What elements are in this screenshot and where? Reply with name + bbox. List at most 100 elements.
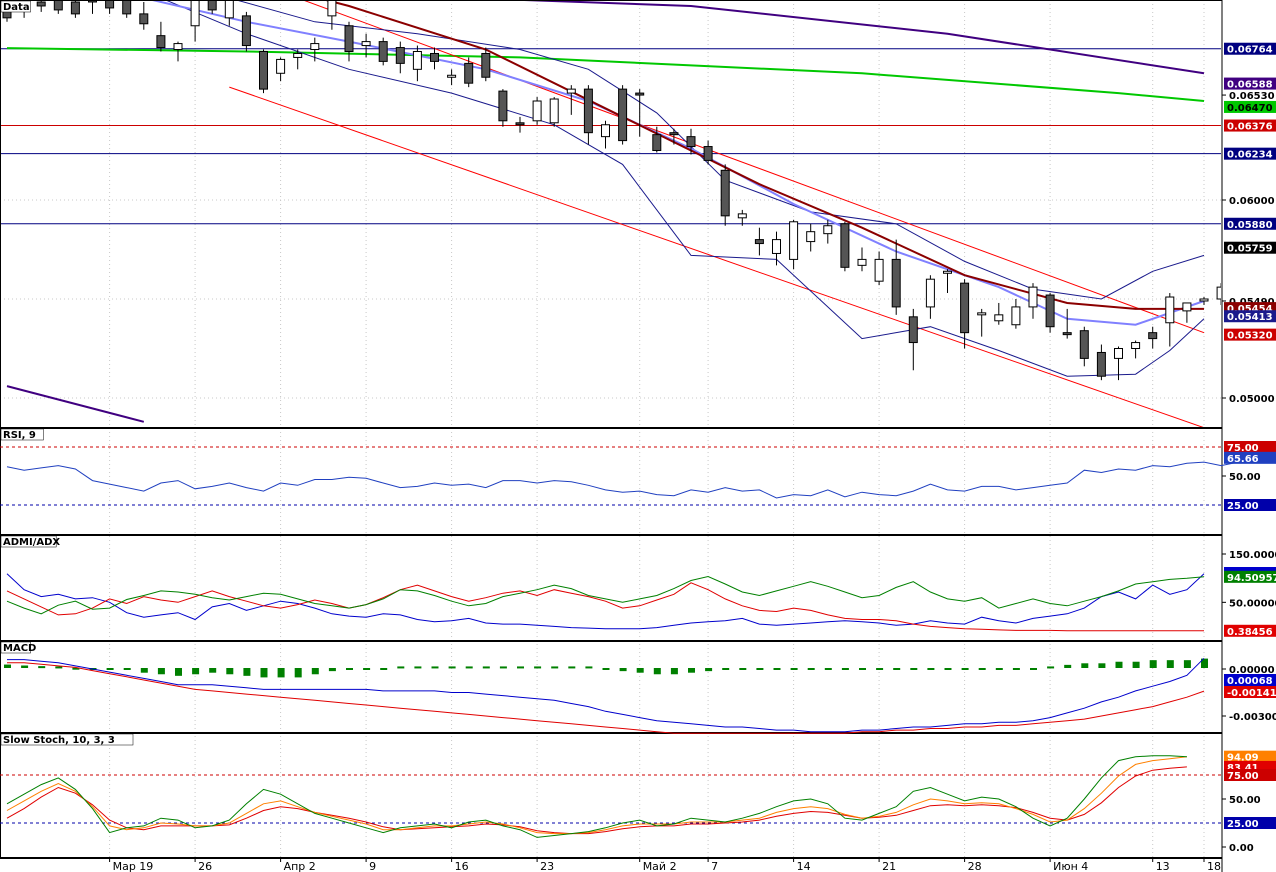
time-axis-label: Мар 19 — [113, 860, 154, 872]
candle-body — [105, 1, 115, 9]
macd-hist-bar — [722, 668, 730, 670]
candle — [549, 97, 559, 127]
candle-body — [1096, 351, 1106, 377]
candle-body — [618, 88, 628, 142]
candle — [789, 219, 799, 270]
dmi-tag-bg — [1224, 624, 1276, 637]
candle-body — [1165, 296, 1175, 324]
candle — [310, 37, 320, 62]
panel-frame-price — [0, 0, 1223, 428]
macd-hist-bar — [140, 668, 148, 673]
macd-hist-bar — [859, 668, 866, 670]
candle-body — [53, 1, 63, 11]
candle — [1251, 267, 1259, 283]
macd-hist-bar — [1166, 660, 1174, 668]
macd-hist-bar — [431, 666, 439, 669]
candle-body — [1131, 342, 1141, 349]
macd-hist-bar — [893, 668, 901, 670]
candle-body — [70, 1, 80, 15]
time-axis-label: 9 — [369, 860, 376, 872]
macd-hist-bar — [636, 668, 644, 673]
price-tag-bg — [1224, 241, 1276, 254]
candle-body — [139, 13, 149, 25]
candle — [1148, 326, 1158, 349]
candle-body — [891, 258, 901, 308]
macd-hist-bar — [756, 668, 764, 670]
candle-body — [789, 221, 799, 260]
candle — [224, 1, 234, 26]
candle — [1096, 344, 1106, 381]
time-axis-label: 26 — [198, 860, 212, 872]
candle — [361, 33, 371, 58]
candle-body — [293, 52, 303, 58]
macd-hist-bar — [123, 668, 131, 670]
price-tick-label: 0.05000 — [1229, 394, 1275, 405]
stoch-k-line — [6, 755, 1187, 838]
panel-title-box — [0, 535, 57, 548]
candle — [430, 47, 439, 70]
candle — [857, 247, 867, 272]
macd-hist-bar — [927, 668, 935, 670]
macd-hist-bar — [1030, 668, 1037, 670]
macd-hist-bar — [311, 668, 319, 675]
price-tag-bg — [1224, 328, 1276, 341]
price-tick-label: 0.06000 — [1229, 196, 1275, 207]
dmi-tag-bg — [1224, 570, 1276, 583]
macd-hist-bar — [841, 668, 849, 670]
price-tag: 0.06234 — [1227, 150, 1273, 161]
time-axis-label: 23 — [540, 860, 554, 872]
candle — [515, 116, 525, 133]
candle — [1045, 293, 1055, 333]
ma-purple-line-left — [6, 385, 145, 423]
candle — [412, 45, 422, 82]
macd-hist-bar — [1183, 660, 1191, 668]
candle — [36, 1, 46, 12]
rsi-tick-label: 50.00 — [1229, 472, 1261, 483]
macd-hist-bar — [4, 664, 11, 668]
candle — [88, 1, 97, 14]
candle — [276, 57, 286, 82]
candle — [686, 128, 696, 155]
candle — [635, 89, 645, 137]
stoch-tag: 25.00 — [1227, 819, 1259, 830]
candle-body — [840, 223, 850, 268]
time-axis-label: 7 — [711, 860, 718, 872]
macd-hist-bar — [688, 668, 695, 673]
candle — [447, 69, 457, 86]
candle — [601, 120, 610, 149]
price-tag-bg — [1224, 310, 1276, 323]
candle-body — [994, 314, 1004, 322]
candle — [464, 57, 474, 88]
candle-body — [1114, 348, 1123, 359]
channel-lower-line — [229, 86, 1204, 427]
candle-body — [395, 47, 405, 64]
stoch-tick-label: 0.00 — [1229, 843, 1254, 854]
macd-hist-bar — [380, 668, 388, 670]
candle — [652, 126, 662, 153]
candle-body — [36, 1, 46, 7]
macd-hist-bar — [961, 668, 969, 670]
macd-hist-bar — [482, 666, 490, 669]
panel-frame-dmi — [0, 535, 1223, 641]
channel-upper-line — [304, 1, 1205, 334]
candle — [943, 269, 952, 294]
candle — [344, 21, 354, 62]
candle — [874, 251, 884, 286]
price-plot — [1, 1, 1259, 427]
candle-body — [344, 25, 354, 52]
macd-hist-bar — [517, 666, 524, 669]
candle — [498, 89, 508, 127]
candle-body — [601, 124, 610, 138]
candle — [720, 164, 730, 226]
price-tag: 0.05454 — [1227, 304, 1273, 315]
macd-hist-bar — [260, 668, 268, 678]
price-tag: 0.05880 — [1227, 220, 1273, 231]
candle-body — [652, 134, 662, 152]
candle-body — [1079, 330, 1089, 359]
stoch-tag: 83.41 — [1227, 763, 1259, 774]
dmi-tag: 94.50957 — [1227, 573, 1276, 584]
candle-body — [327, 1, 337, 17]
time-axis-label: 14 — [797, 860, 811, 872]
price-tag-bg — [1224, 42, 1276, 55]
panel-frame-rsi — [0, 428, 1223, 535]
